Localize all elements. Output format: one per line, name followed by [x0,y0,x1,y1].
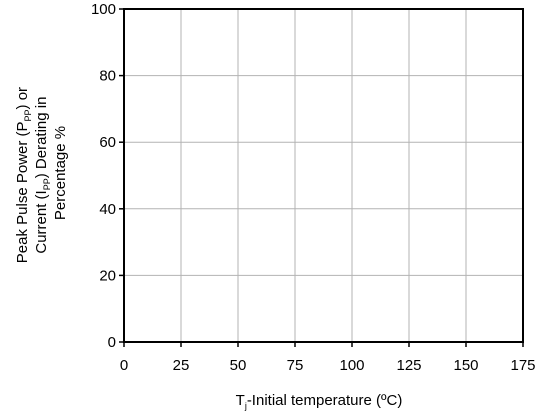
x-tick-label: 125 [396,357,421,374]
x-tick-label: 75 [287,357,304,374]
x-tick-label: 150 [453,357,478,374]
y-tick-label: 0 [108,334,116,351]
y-tick-label: 80 [99,68,116,85]
x-axis-label: Tj-Initial temperature (ºC) [236,392,403,411]
y-tick-label: 100 [91,1,116,18]
x-axis-ticks: 0 25 50 75 100 125 150 175 [120,342,536,374]
y-tick-label: 20 [99,267,116,284]
x-tick-label: 0 [120,357,128,374]
y-tick-label: 60 [99,134,116,151]
x-tick-label: 175 [510,357,535,374]
y-axis-label: Peak Pulse Power (PPP) or Current (IPP) … [14,83,69,263]
grid-lines [124,9,523,342]
x-tick-label: 50 [230,357,247,374]
plot-frame [123,8,524,343]
x-tick-label: 25 [173,357,190,374]
x-tick-label: 100 [339,357,364,374]
y-axis-ticks: 0 20 40 60 80 100 [91,1,124,351]
y-tick-label: 40 [99,201,116,218]
